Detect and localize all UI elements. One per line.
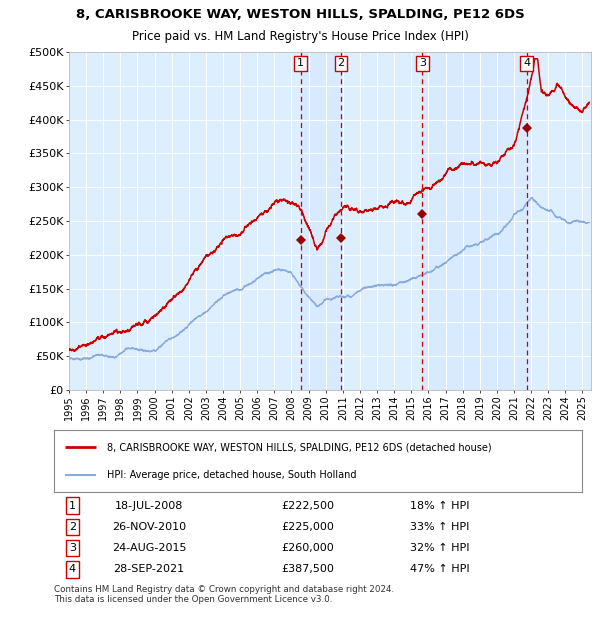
Bar (301, 52, 341, 390)
Text: £260,000: £260,000 (281, 543, 334, 553)
Text: 47% ↑ HPI: 47% ↑ HPI (410, 564, 469, 574)
Text: Contains HM Land Registry data © Crown copyright and database right 2024.
This d: Contains HM Land Registry data © Crown c… (54, 585, 394, 604)
Text: 32% ↑ HPI: 32% ↑ HPI (410, 543, 469, 553)
Bar (422, 52, 527, 390)
Text: 33% ↑ HPI: 33% ↑ HPI (410, 522, 469, 532)
Text: 24-AUG-2015: 24-AUG-2015 (112, 543, 186, 553)
Text: 18-JUL-2008: 18-JUL-2008 (115, 500, 183, 511)
Text: 3: 3 (419, 58, 426, 68)
Text: 4: 4 (523, 58, 530, 68)
Text: 2: 2 (69, 522, 76, 532)
Text: £225,000: £225,000 (281, 522, 334, 532)
Text: £222,500: £222,500 (281, 500, 334, 511)
Text: 18% ↑ HPI: 18% ↑ HPI (410, 500, 469, 511)
Text: 1: 1 (69, 500, 76, 511)
Text: Price paid vs. HM Land Registry's House Price Index (HPI): Price paid vs. HM Land Registry's House … (131, 30, 469, 43)
Text: 28-SEP-2021: 28-SEP-2021 (113, 564, 185, 574)
Text: 26-NOV-2010: 26-NOV-2010 (112, 522, 186, 532)
Text: 8, CARISBROOKE WAY, WESTON HILLS, SPALDING, PE12 6DS: 8, CARISBROOKE WAY, WESTON HILLS, SPALDI… (76, 8, 524, 21)
Text: HPI: Average price, detached house, South Holland: HPI: Average price, detached house, Sout… (107, 469, 356, 480)
Text: 8, CARISBROOKE WAY, WESTON HILLS, SPALDING, PE12 6DS (detached house): 8, CARISBROOKE WAY, WESTON HILLS, SPALDI… (107, 442, 491, 453)
Text: 1: 1 (297, 58, 304, 68)
Text: 4: 4 (69, 564, 76, 574)
Text: 3: 3 (69, 543, 76, 553)
Text: £387,500: £387,500 (281, 564, 334, 574)
Text: 2: 2 (338, 58, 344, 68)
